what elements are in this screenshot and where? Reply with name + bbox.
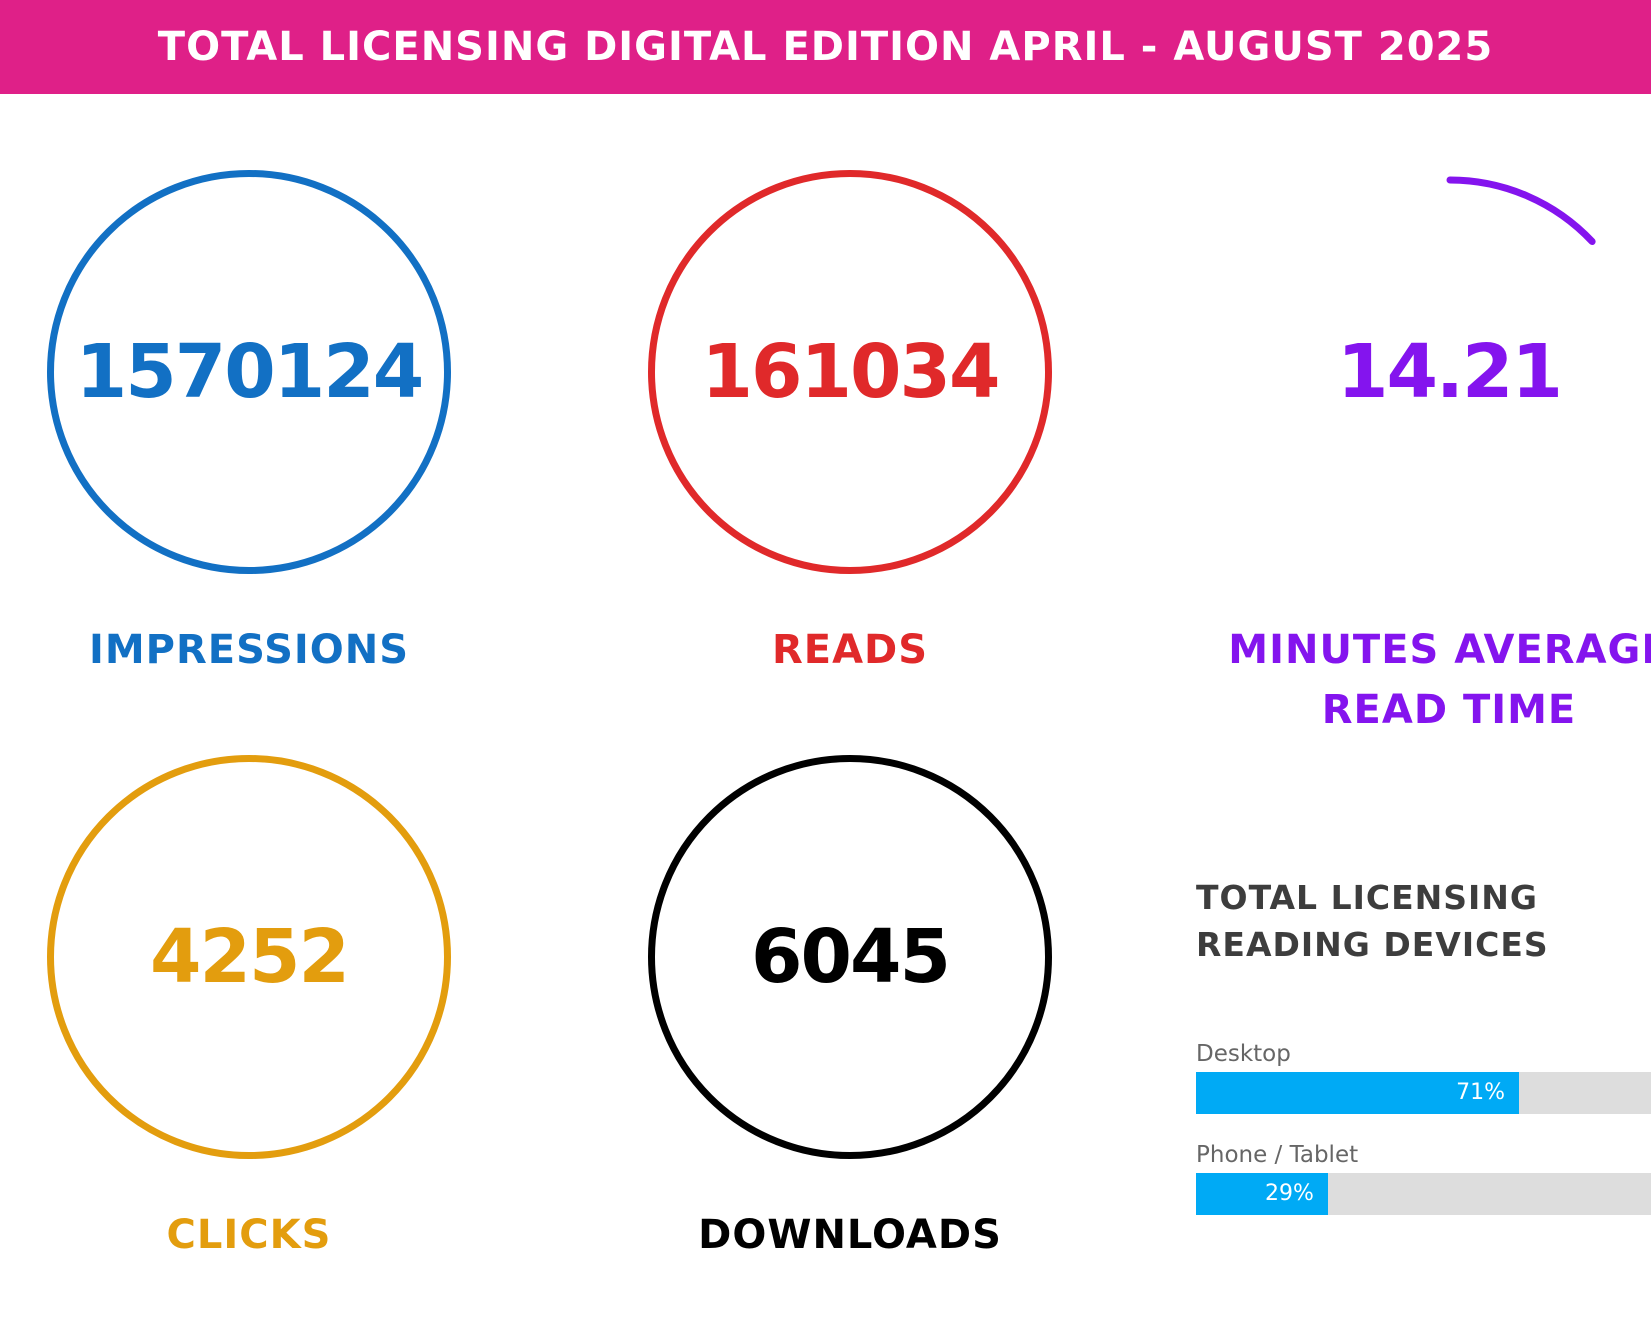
impressions-value: 1570124 xyxy=(75,329,424,415)
downloads-label: DOWNLOADS xyxy=(698,1212,1002,1258)
reads-value: 161034 xyxy=(701,329,1001,415)
device-desktop-bar-fill: 71% xyxy=(1196,1072,1520,1114)
device-phone-tablet-bar-fill: 29% xyxy=(1196,1173,1328,1215)
device-phone-tablet-label: Phone / Tablet xyxy=(1196,1142,1359,1168)
device-desktop-label: Desktop xyxy=(1196,1041,1291,1067)
reads-label: READS xyxy=(771,627,929,673)
device-desktop: Desktop 71% xyxy=(1196,1036,1651,1114)
read-time-value: 14.21 xyxy=(1336,329,1563,415)
read-time-gauge-arc xyxy=(1446,176,1596,246)
device-phone-tablet-bar-track: 29% xyxy=(1196,1173,1651,1215)
downloads-value: 6045 xyxy=(751,914,951,1000)
impressions-ring xyxy=(47,170,451,574)
clicks-ring xyxy=(47,755,451,1159)
device-phone-tablet: Phone / Tablet 29% xyxy=(1196,1137,1651,1215)
clicks-label: CLICKS xyxy=(166,1212,332,1258)
devices-title-line1: TOTAL LICENSING xyxy=(1196,878,1539,917)
devices-title-line2: READING DEVICES xyxy=(1196,925,1549,964)
read-time-label: MINUTES AVERAGE READ TIME xyxy=(1228,627,1651,733)
device-phone-tablet-percent: 29% xyxy=(1265,1181,1314,1206)
impressions-label: IMPRESSIONS xyxy=(88,627,410,673)
device-desktop-bar-track: 71% xyxy=(1196,1072,1651,1114)
devices-title: TOTAL LICENSING READING DEVICES xyxy=(1196,874,1549,968)
reads-ring xyxy=(648,170,1052,574)
downloads-ring xyxy=(648,755,1052,1159)
device-desktop-percent: 71% xyxy=(1456,1080,1506,1105)
clicks-value: 4252 xyxy=(150,914,350,1000)
header-banner: TOTAL LICENSING DIGITAL EDITION APRIL - … xyxy=(0,0,1651,94)
page-title: TOTAL LICENSING DIGITAL EDITION APRIL - … xyxy=(157,24,1494,70)
